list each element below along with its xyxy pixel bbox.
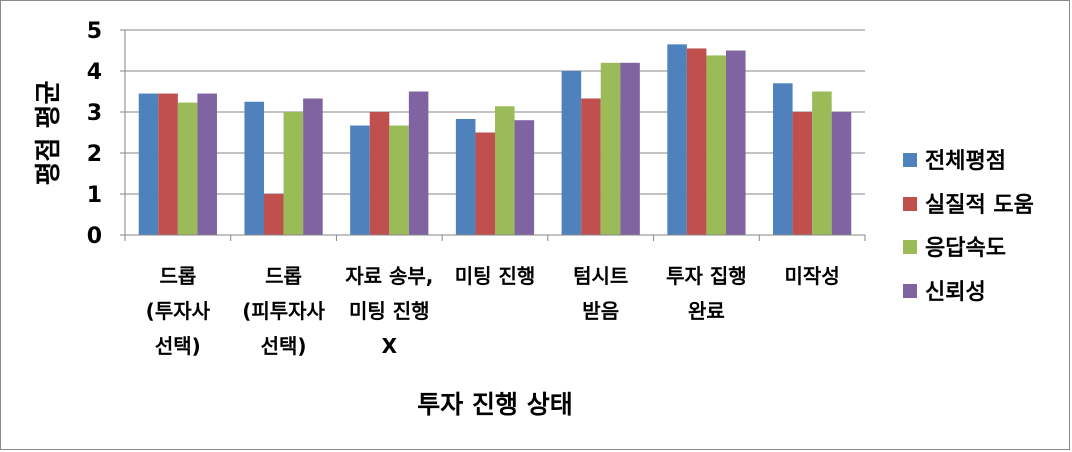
legend-swatch: [903, 153, 917, 167]
bar: [812, 91, 832, 235]
legend-label: 신뢰성: [925, 280, 986, 305]
bar: [725, 50, 746, 235]
x-tick-label-line: 받음: [582, 299, 619, 323]
y-tick-label: 2: [87, 142, 102, 167]
y-tick-label: 5: [87, 19, 102, 44]
x-tick-label-line: 드롭: [265, 264, 302, 288]
x-tick-label-line: 선택): [155, 334, 201, 358]
bar: [773, 83, 793, 235]
x-tick-label-line: 자료 송부,: [345, 264, 433, 288]
bar: [792, 112, 813, 235]
legend-swatch: [903, 240, 917, 254]
bar: [408, 91, 429, 235]
legend-label: 실질적 도움: [925, 193, 1034, 218]
bar: [831, 112, 852, 235]
bar: [686, 48, 707, 236]
bar: [514, 120, 535, 235]
legend-item: 전체평점: [903, 149, 1006, 174]
y-tick-label: 1: [87, 183, 102, 208]
x-tick-label-line: X: [382, 334, 398, 358]
legend-swatch: [903, 197, 917, 211]
bar: [283, 112, 304, 235]
bar: [389, 125, 409, 235]
x-tick-label-line: (투자사: [146, 299, 211, 323]
bar: [138, 93, 159, 235]
x-tick-label-line: 완료: [688, 299, 725, 323]
bar: [600, 62, 621, 235]
legend-swatch: [903, 284, 917, 298]
x-tick-label-line: 미팅 진행: [349, 299, 430, 323]
x-axis-title: 투자 진행 상태: [417, 390, 572, 419]
bars: [138, 44, 852, 236]
y-axis-title: 평점 평균: [34, 81, 64, 186]
bar: [350, 125, 370, 235]
legend-item: 실질적 도움: [903, 193, 1034, 218]
x-tick-label-line: 투자 집행: [666, 264, 747, 288]
bar: [244, 101, 265, 235]
bar: [264, 194, 284, 235]
x-tick-label: 자료 송부, 미팅 진행 X: [345, 264, 433, 358]
y-tick-label: 0: [87, 224, 102, 249]
bar: [475, 132, 495, 235]
bar: [706, 55, 726, 235]
legend-label: 전체평점: [925, 149, 1006, 174]
x-tick-label-line: 미작성: [785, 264, 840, 288]
bar: [369, 112, 390, 235]
bar: [177, 102, 198, 235]
legend-item: 신뢰성: [903, 280, 986, 305]
bar: [455, 118, 476, 235]
bar: [495, 106, 515, 235]
x-tick-label-line: 미팅 진행: [455, 264, 536, 288]
x-tick-label: 미작성: [785, 264, 840, 288]
bar: [620, 62, 640, 235]
bar: [197, 93, 217, 235]
bar: [158, 93, 178, 235]
x-tick-label-line: 선택): [261, 334, 307, 358]
x-tick-label-line: 드롭: [159, 264, 196, 288]
bar: [561, 71, 582, 235]
legend-label: 응답속도: [925, 236, 1006, 261]
bar: [303, 98, 323, 235]
y-tick-label: 3: [87, 101, 102, 126]
legend-item: 응답속도: [903, 236, 1006, 261]
y-tick-label: 4: [87, 60, 102, 85]
x-tick-label: 미팅 진행: [455, 264, 536, 288]
x-tick-label-line: (피투자사: [242, 299, 325, 323]
bar: [581, 98, 601, 235]
bar: [667, 44, 687, 235]
x-tick-label-line: 텀시트: [573, 264, 628, 288]
